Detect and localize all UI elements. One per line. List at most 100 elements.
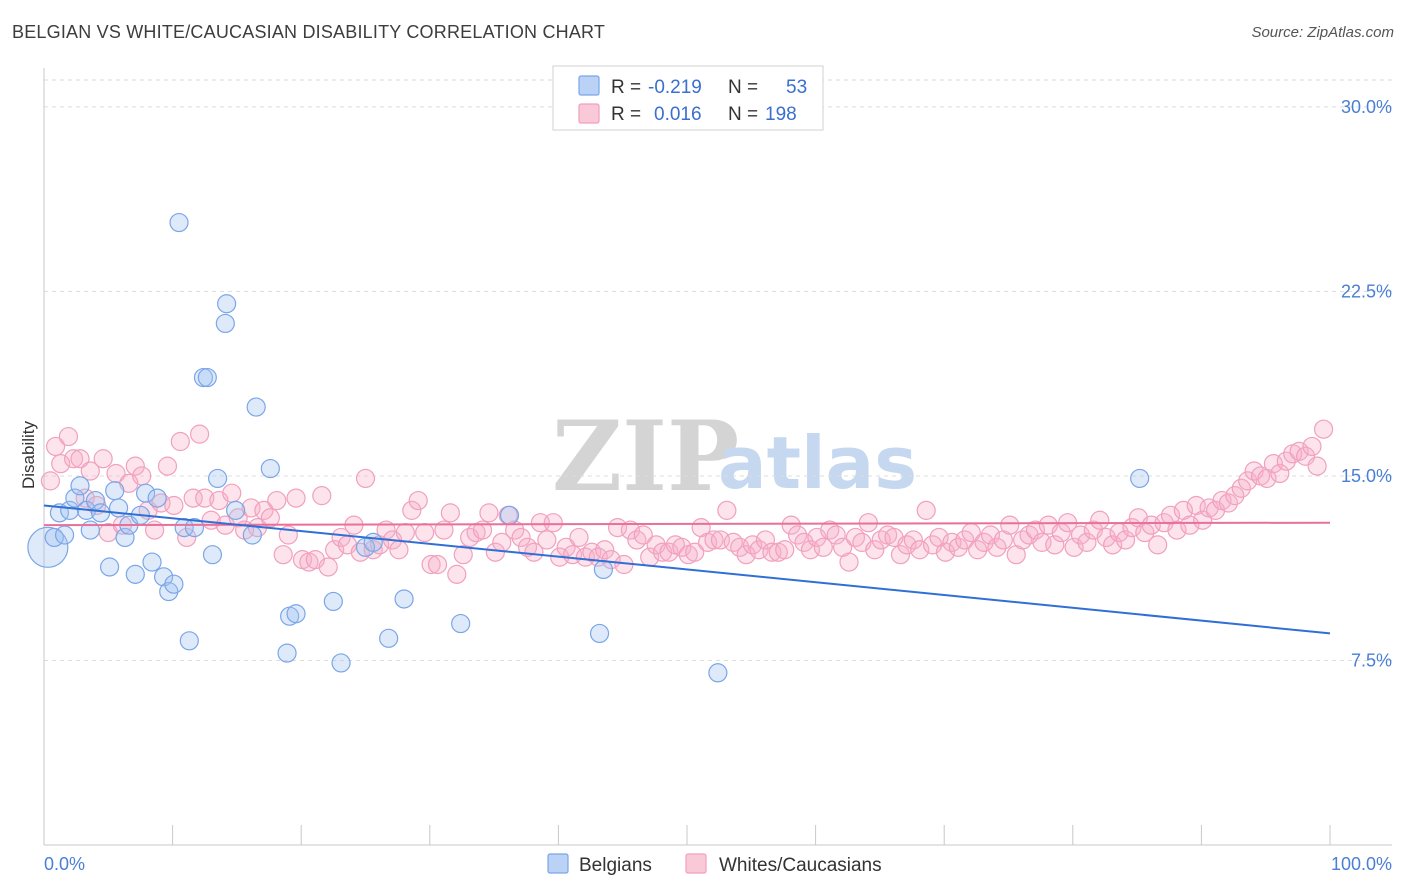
belgians-point-32 [215, 313, 235, 334]
watermark: ZIP atlas [552, 400, 917, 513]
whites-point-148 [987, 537, 1007, 557]
watermark-atlas: atlas [718, 421, 917, 505]
whites-point-137 [916, 500, 936, 520]
whites-point-73 [505, 520, 525, 540]
whites-point-46 [331, 527, 351, 548]
whites-point-50 [355, 468, 376, 489]
whites-point-122 [820, 520, 840, 540]
whites-point-178 [1180, 515, 1200, 535]
belgians-point-50 [593, 559, 614, 580]
whites-point-5 [70, 449, 90, 469]
belgians-point-12 [105, 481, 125, 501]
legend-swatch-belgians [578, 75, 600, 96]
whites-point-23 [183, 488, 203, 508]
belgians-point-31 [208, 468, 228, 489]
belgians-point-24 [169, 212, 189, 233]
whites-point-197 [1302, 436, 1322, 457]
whites-point-150 [1000, 515, 1020, 535]
whites-point-45 [325, 540, 345, 560]
whites-point-64 [447, 564, 467, 584]
belgians-point-11 [99, 557, 120, 577]
belgians-point-47 [451, 613, 471, 634]
whites-point-123 [826, 525, 846, 545]
whites-point-36 [267, 490, 287, 511]
whites-point-147 [980, 525, 1001, 545]
whites-point-56 [395, 522, 415, 543]
whites-point-152 [1013, 530, 1033, 550]
whites-point-75 [517, 537, 538, 557]
belgians-point-36 [246, 397, 266, 417]
y-tick-labels: 7.5% 15.0% 22.5% 30.0% [1341, 97, 1392, 671]
x-tick-label-0: 0.0% [44, 854, 85, 874]
whites-point-134 [897, 535, 917, 555]
whites-point-25 [195, 488, 215, 508]
whites-point-112 [755, 530, 776, 550]
belgians-point-3 [54, 525, 75, 545]
whites-point-154 [1025, 520, 1046, 540]
whites-point-176 [1167, 520, 1187, 540]
whites-point-4 [63, 449, 84, 469]
whites-point-97 [659, 542, 679, 562]
whites-point-118 [794, 532, 814, 552]
series-legend-label-whites: Whites/Caucasians [719, 855, 882, 876]
whites-point-21 [170, 431, 190, 452]
whites-point-160 [1064, 537, 1084, 557]
whites-point-68 [472, 520, 493, 540]
whites-point-30 [228, 508, 248, 528]
x-tick-label-1: 100.0% [1331, 854, 1392, 874]
belgians-point-18 [135, 483, 156, 503]
belgians-point-14 [115, 527, 135, 548]
whites-point-166 [1103, 535, 1123, 555]
y-tick-label-2: 22.5% [1341, 281, 1392, 301]
whites-point-58 [408, 490, 428, 511]
whites-point-168 [1115, 530, 1136, 550]
whites-point-35 [260, 508, 280, 528]
whites-point-187 [1238, 471, 1258, 491]
belgians-point-29 [197, 367, 217, 388]
belgians-point-51 [708, 663, 728, 683]
correlation-legend: R = -0.219 N = 53 R = 0.016 N = 198 [552, 65, 824, 131]
whites-point-65 [453, 545, 473, 565]
whites-point-173 [1148, 535, 1168, 555]
whites-point-140 [935, 542, 956, 562]
whites-point-185 [1225, 486, 1245, 506]
whites-point-0 [40, 471, 61, 491]
belgians-point-0 [27, 526, 69, 568]
whites-point-57 [402, 500, 422, 520]
whites-point-133 [890, 545, 911, 565]
whites-point-186 [1231, 478, 1251, 498]
whites-point-29 [222, 483, 242, 503]
y-tick-label-3: 30.0% [1341, 97, 1392, 117]
legend-r-value-whites: 0.016 [654, 104, 702, 125]
belgians-point-34 [226, 500, 246, 520]
whites-point-135 [903, 530, 923, 550]
whites-point-91 [620, 520, 641, 540]
series-legend: Belgians Whites/Caucasians [547, 853, 882, 876]
whites-point-121 [813, 537, 833, 557]
whites-point-14 [125, 456, 145, 476]
whites-point-51 [363, 540, 383, 560]
trend-lines [43, 504, 1331, 635]
legend-swatch-whites [578, 103, 600, 124]
belgians-point-23 [164, 574, 184, 594]
legend-n-label-whites: N = [728, 104, 758, 125]
belgians-point-46 [394, 589, 414, 609]
whites-point-39 [286, 488, 306, 508]
whites-point-116 [781, 515, 801, 535]
legend-r-label-whites: R = [611, 104, 641, 125]
whites-point-193 [1276, 451, 1296, 471]
whites-point-126 [845, 527, 866, 548]
y-tick-label-0: 7.5% [1351, 650, 1392, 670]
whites-point-34 [254, 500, 274, 520]
series-legend-swatch-whites [685, 853, 707, 874]
trend-line-belgians [43, 504, 1331, 635]
belgians-point-5 [65, 488, 85, 508]
whites-point-62 [434, 520, 454, 540]
whites-point-61 [427, 554, 448, 575]
whites-point-164 [1090, 510, 1110, 530]
belgians-point-4 [60, 500, 80, 520]
whites-point-109 [736, 545, 756, 565]
belgians-point-8 [80, 520, 100, 540]
belgians-point-21 [153, 567, 174, 587]
